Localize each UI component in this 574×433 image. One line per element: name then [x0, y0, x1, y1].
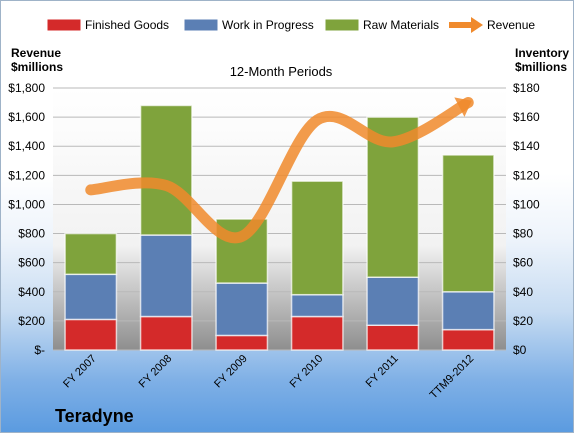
company-name: Teradyne [55, 406, 134, 426]
legend-line-arrow [471, 17, 483, 33]
right-tick-label: $60 [513, 256, 533, 270]
bar-segment [366, 276, 420, 327]
left-tick-label: $400 [18, 285, 45, 299]
legend-label: Revenue [487, 18, 535, 32]
bar-segment [366, 324, 420, 351]
left-axis-label-line2: $millions [11, 60, 63, 74]
left-axis-ticks: $- $200 $400 $600 $800 $1,000 $1,200 $1,400 $1,6… [8, 81, 45, 357]
bar-segment [441, 291, 495, 331]
left-tick-label: $1,800 [8, 81, 45, 95]
bar-segment [139, 315, 193, 351]
right-tick-label: $0 [513, 343, 527, 357]
left-tick-label: $600 [18, 256, 45, 270]
x-tick-label: FY 2008 [137, 353, 175, 391]
left-tick-label: $1,600 [8, 110, 45, 124]
bar-segment [290, 315, 344, 351]
right-axis-ticks: $0 $20 $40 $60 $80 $100 $120 $140 $160 $180 [513, 81, 540, 357]
right-tick-label: $180 [513, 81, 540, 95]
revenue-line [85, 97, 474, 244]
x-tick-label: FY 2009 [212, 353, 250, 391]
legend-label: Raw Materials [363, 18, 439, 32]
left-tick-label: $200 [18, 314, 45, 328]
x-tick-label: FY 2011 [364, 353, 401, 390]
legend-swatch [46, 18, 82, 32]
bar-segment [441, 154, 495, 293]
bar-segment [215, 282, 269, 337]
right-axis-label-line1: Inventory [515, 46, 569, 60]
right-tick-label: $140 [513, 139, 540, 153]
legend-swatch [324, 18, 360, 32]
right-tick-label: $20 [513, 314, 533, 328]
right-tick-label: $120 [513, 168, 540, 182]
bar-segment [290, 293, 344, 318]
gridlines [53, 87, 506, 351]
left-tick-label: $1,200 [8, 168, 45, 182]
right-tick-label: $100 [513, 197, 540, 211]
x-tick-label: FY 2007 [61, 353, 99, 391]
x-tick-label: TTM9-2012 [428, 353, 477, 402]
left-tick-label: $- [34, 343, 45, 357]
bar-segment [215, 334, 269, 351]
chart-title: 12-Month Periods [230, 64, 333, 79]
revenue-line-group [85, 97, 474, 244]
bar-segment [139, 104, 193, 236]
legend-label: Finished Goods [85, 18, 169, 32]
legend: Finished Goods Work in Progress Raw Materi… [46, 17, 535, 33]
bar-segment [290, 180, 344, 296]
bars [64, 104, 495, 351]
bar-segment [64, 318, 118, 351]
x-axis-ticks: FY 2007 FY 2008 FY 2009 FY 2010 FY 2011 TTM9-… [61, 353, 476, 402]
right-tick-label: $40 [513, 285, 533, 299]
x-tick-label: FY 2010 [288, 353, 326, 391]
legend-swatch [183, 18, 219, 32]
left-tick-label: $1,400 [8, 139, 45, 153]
legend-label: Work in Progress [222, 18, 314, 32]
left-tick-label: $1,000 [8, 197, 45, 211]
right-tick-label: $80 [513, 227, 533, 241]
bar-segment [441, 328, 495, 351]
bar-segment [64, 232, 118, 276]
left-tick-label: $800 [18, 227, 45, 241]
right-tick-label: $160 [513, 110, 540, 124]
revenue-arrowhead [454, 97, 472, 117]
bar-segment [139, 234, 193, 318]
right-axis-label-line2: $millions [515, 60, 567, 74]
left-axis-label-line1: Revenue [11, 46, 61, 60]
bar-segment [64, 273, 118, 321]
